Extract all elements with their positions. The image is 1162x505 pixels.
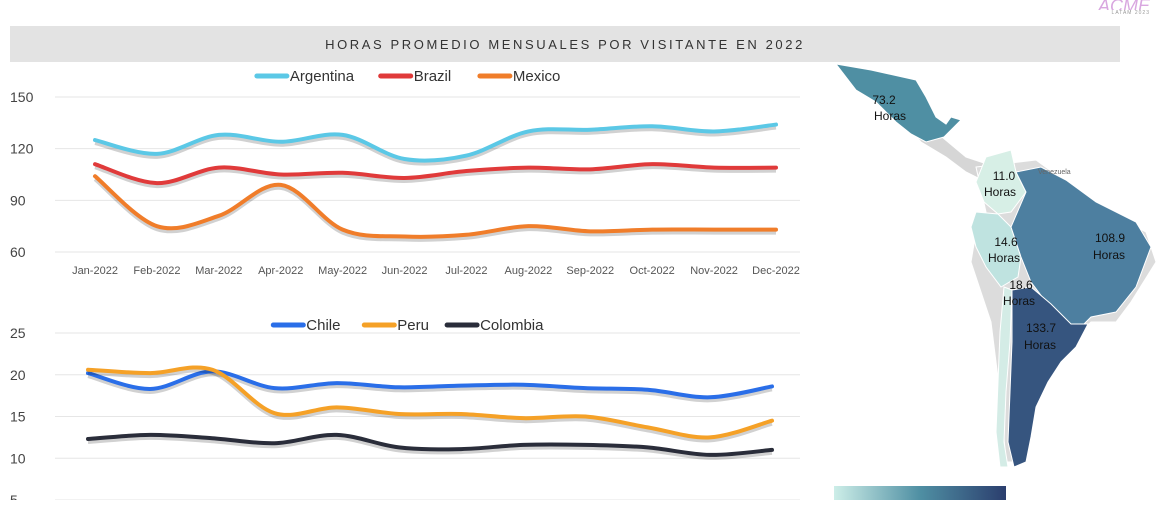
top-chart-x-tick-label: May-2022 [318,265,367,277]
map-color-legend [834,486,1006,500]
map-label-chile: 18.6 Horas [1003,278,1035,308]
legend-label: Chile [306,317,340,334]
map-label-peru: 14.6 Horas [988,235,1020,265]
top-chart-x-tick-label: Apr-2022 [258,265,303,277]
map-region-peru [970,211,1022,288]
bottom-chart-series-line-colombia [86,432,774,457]
bottom-chart-y-tick-label: 5 [10,492,18,500]
legend-label: Peru [397,317,429,334]
legend-item-colombia: Colombia [444,317,544,334]
bottom-chart-series-line-peru [86,365,774,440]
top-chart-y-tick-label: 90 [10,192,26,208]
map-region-chile [995,286,1013,468]
legend-item-argentina: Argentina [254,68,355,85]
bottom-chart-y-tick-label: 10 [10,450,26,466]
svg-text:Horas: Horas [1093,248,1125,262]
top-chart-series-shadow [93,177,776,242]
top-chart-x-tick-label: Nov-2022 [690,265,738,277]
svg-text:133.7: 133.7 [1026,321,1056,335]
chart-title: HORAS PROMEDIO MENSUALES POR VISITANTE E… [325,36,805,52]
map-region-colombia [975,149,1027,215]
svg-text:Horas: Horas [984,185,1016,199]
svg-text:73.2: 73.2 [872,93,896,107]
top-chart-x-tick-label: Aug-2022 [505,265,553,277]
legend-label: Mexico [513,68,561,85]
map-region-brazil [1010,166,1152,333]
brand-logo: ACME LATAM 2023 [1098,0,1150,16]
svg-text:108.9: 108.9 [1095,231,1125,245]
legend-item-brazil: Brazil [378,68,452,85]
south-america-map: Venezuela 73.2 Horas 11.0 Horas 14.6 Hor… [826,62,1162,500]
svg-text:14.6: 14.6 [994,235,1018,249]
bottom-chart-y-tick-label: 25 [10,325,26,341]
map-label-mexico: 73.2 Horas [872,93,906,123]
legend-label: Argentina [290,68,355,85]
bottom-chart-series-shadow [87,372,773,403]
bottom-chart-y-tick-label: 20 [10,367,26,383]
map-label-argentina: 133.7 Horas [1024,321,1056,352]
top-chart-y-tick-label: 150 [10,89,34,105]
top-chart-x-tick-label: Mar-2022 [195,265,242,277]
top-chart-y-tick-label: 120 [10,141,34,157]
top-chart-series-line-mexico [93,174,778,239]
legend-item-peru: Peru [361,317,429,334]
map-country-label-venezuela: Venezuela [1038,169,1071,176]
map-region-argentina [1007,286,1089,468]
bottom-chart-series-shadow [87,368,773,443]
top-chart-x-tick-label: Dec-2022 [752,265,800,277]
top-chart-series-line-brazil [93,162,778,186]
top-chart-series-shadow [94,125,777,166]
legend-item-chile: Chile [270,317,340,334]
legend-item-mexico: Mexico [477,68,561,85]
top-chart-x-tick-label: Jul-2022 [445,265,487,277]
brand-word: ACME [1097,0,1150,10]
map-label-brazil: 108.9 Horas [1093,231,1125,262]
top-chart-x-tick-label: Sep-2022 [566,265,614,277]
svg-text:18.6: 18.6 [1009,278,1033,292]
top-chart-y-tick-label: 60 [10,244,26,260]
brand-subtitle: LATAM 2023 [1111,10,1150,16]
svg-text:Horas: Horas [1024,338,1056,352]
line-chart-top: 60 90 120 150 Jan-2022 Feb-2022 Mar-2022 Apr-20… [10,68,800,277]
bottom-chart-y-tick-label: 15 [10,409,26,425]
chart-title-bar: HORAS PROMEDIO MENSUALES POR VISITANTE E… [10,26,1120,62]
top-chart-series-shadow [94,165,777,189]
map-region-mexico [834,63,962,143]
legend-label: Brazil [414,68,452,85]
map-label-colombia: 11.0 Horas [984,169,1016,199]
top-chart-x-tick-label: Jan-2022 [72,265,118,277]
line-chart-bottom: 5 10 15 20 25 Chile Peru Colombia [10,317,800,500]
bottom-chart-series-line-chile [86,369,774,400]
svg-text:Horas: Horas [874,109,906,123]
top-chart-x-tick-label: Oct-2022 [630,265,675,277]
bottom-chart-series-shadow [87,435,773,460]
legend-label: Colombia [480,317,544,334]
svg-text:11.0: 11.0 [993,169,1016,183]
top-chart-x-tick-label: Jun-2022 [382,265,428,277]
top-chart-x-tick-label: Feb-2022 [133,265,180,277]
svg-text:Horas: Horas [988,251,1020,265]
svg-text:Horas: Horas [1003,294,1035,308]
top-chart-series-line-argentina [93,122,778,163]
